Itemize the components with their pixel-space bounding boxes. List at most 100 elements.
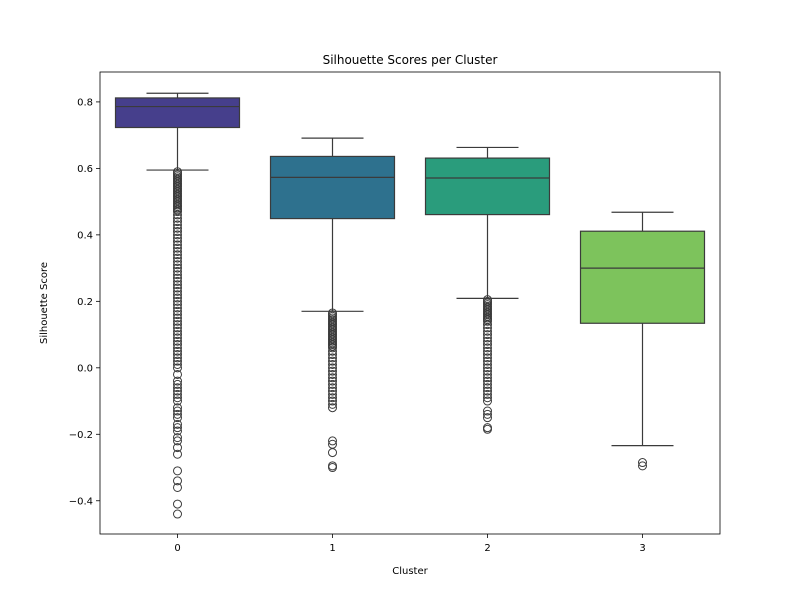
x-tick-label: 2	[484, 543, 490, 554]
outlier-point	[173, 303, 182, 313]
outlier-point	[173, 393, 182, 403]
outlier-point	[328, 396, 337, 406]
iqr-box	[269, 155, 396, 220]
outlier-point	[328, 346, 337, 356]
x-axis-label: Cluster	[392, 566, 428, 577]
outlier-point	[483, 346, 492, 356]
outlier-point	[483, 373, 492, 383]
y-tick-label: 0.0	[77, 363, 93, 374]
outlier-point	[483, 343, 492, 353]
outlier-point	[173, 436, 182, 446]
outlier-point	[173, 230, 182, 240]
outlier-point	[173, 426, 182, 436]
y-tick-label: 0.8	[77, 97, 93, 108]
outlier-point	[173, 419, 182, 429]
outlier-point	[328, 463, 337, 473]
outlier-point	[328, 448, 337, 458]
outlier-point	[173, 350, 182, 360]
iqr-box	[114, 97, 241, 129]
outlier-point	[173, 353, 182, 363]
outlier-point	[328, 353, 337, 363]
outlier-point	[173, 243, 182, 253]
y-tick-label: 0.4	[77, 230, 93, 241]
outlier-point	[173, 207, 182, 217]
outlier-point	[483, 369, 492, 379]
outlier-point	[173, 413, 182, 423]
outlier-point	[173, 227, 182, 237]
outlier-point	[328, 399, 337, 409]
outlier-point	[483, 424, 492, 434]
outlier-point	[173, 313, 182, 323]
outlier-point	[173, 482, 182, 492]
outlier-point	[483, 396, 492, 406]
outlier-point	[173, 240, 182, 250]
outlier-point	[173, 270, 182, 280]
outlier-point	[173, 333, 182, 343]
outlier-point	[328, 369, 337, 379]
outlier-point	[173, 296, 182, 306]
outlier-point	[328, 393, 337, 403]
outlier-point	[173, 260, 182, 270]
chart-title: Silhouette Scores per Cluster	[323, 53, 498, 67]
outlier-point	[173, 306, 182, 316]
outlier-point	[638, 458, 647, 468]
outlier-point	[173, 263, 182, 273]
outlier-point	[173, 310, 182, 320]
outlier-point	[173, 213, 182, 223]
outlier-point	[173, 283, 182, 293]
outlier-point	[483, 336, 492, 346]
outlier-point	[483, 409, 492, 419]
outlier-point	[173, 323, 182, 333]
outlier-point	[483, 379, 492, 389]
outlier-point	[173, 276, 182, 286]
outlier-point	[173, 403, 182, 413]
outlier-point	[173, 286, 182, 296]
outlier-point	[328, 386, 337, 396]
outlier-point	[328, 383, 337, 393]
outlier-point	[483, 376, 492, 386]
outlier-point	[173, 266, 182, 276]
outlier-point	[173, 376, 182, 386]
y-tick-label: 0.6	[77, 164, 93, 175]
outlier-point	[173, 343, 182, 353]
outlier-point	[328, 373, 337, 383]
outlier-point	[173, 369, 182, 379]
outlier-point	[483, 393, 492, 403]
y-tick-label: 0.2	[77, 297, 93, 308]
outlier-point	[173, 433, 182, 443]
outlier-point	[483, 406, 492, 416]
outlier-point	[483, 323, 492, 333]
outlier-point	[173, 423, 182, 433]
outlier-point	[483, 320, 492, 330]
plot-area	[114, 92, 706, 519]
iqr-box	[579, 230, 706, 324]
outlier-point	[328, 389, 337, 399]
outlier-point	[328, 363, 337, 373]
x-tick-label: 1	[329, 543, 335, 554]
outlier-point	[173, 217, 182, 227]
outlier-point	[173, 246, 182, 256]
outlier-point	[483, 389, 492, 399]
outlier-point	[173, 396, 182, 406]
x-tick-label: 0	[174, 543, 180, 554]
axes-frame	[99, 71, 721, 535]
outlier-point	[173, 316, 182, 326]
outlier-point	[328, 379, 337, 389]
outlier-point	[483, 359, 492, 369]
outlier-point	[173, 346, 182, 356]
outlier-point	[483, 366, 492, 376]
y-tick-label: −0.2	[69, 430, 93, 441]
outlier-point	[328, 366, 337, 376]
outlier-point	[483, 350, 492, 360]
outlier-point	[173, 326, 182, 336]
outlier-point	[483, 353, 492, 363]
outlier-point	[483, 356, 492, 366]
x-tick-label: 3	[639, 543, 645, 554]
outlier-point	[328, 436, 337, 446]
outlier-point	[483, 316, 492, 326]
outlier-point	[173, 340, 182, 350]
outlier-point	[173, 466, 182, 476]
box-cluster-1	[269, 137, 396, 473]
y-tick-label: −0.4	[69, 496, 93, 507]
outlier-point	[173, 499, 182, 509]
